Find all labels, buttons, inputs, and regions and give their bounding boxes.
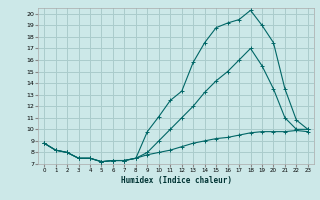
X-axis label: Humidex (Indice chaleur): Humidex (Indice chaleur): [121, 176, 231, 185]
